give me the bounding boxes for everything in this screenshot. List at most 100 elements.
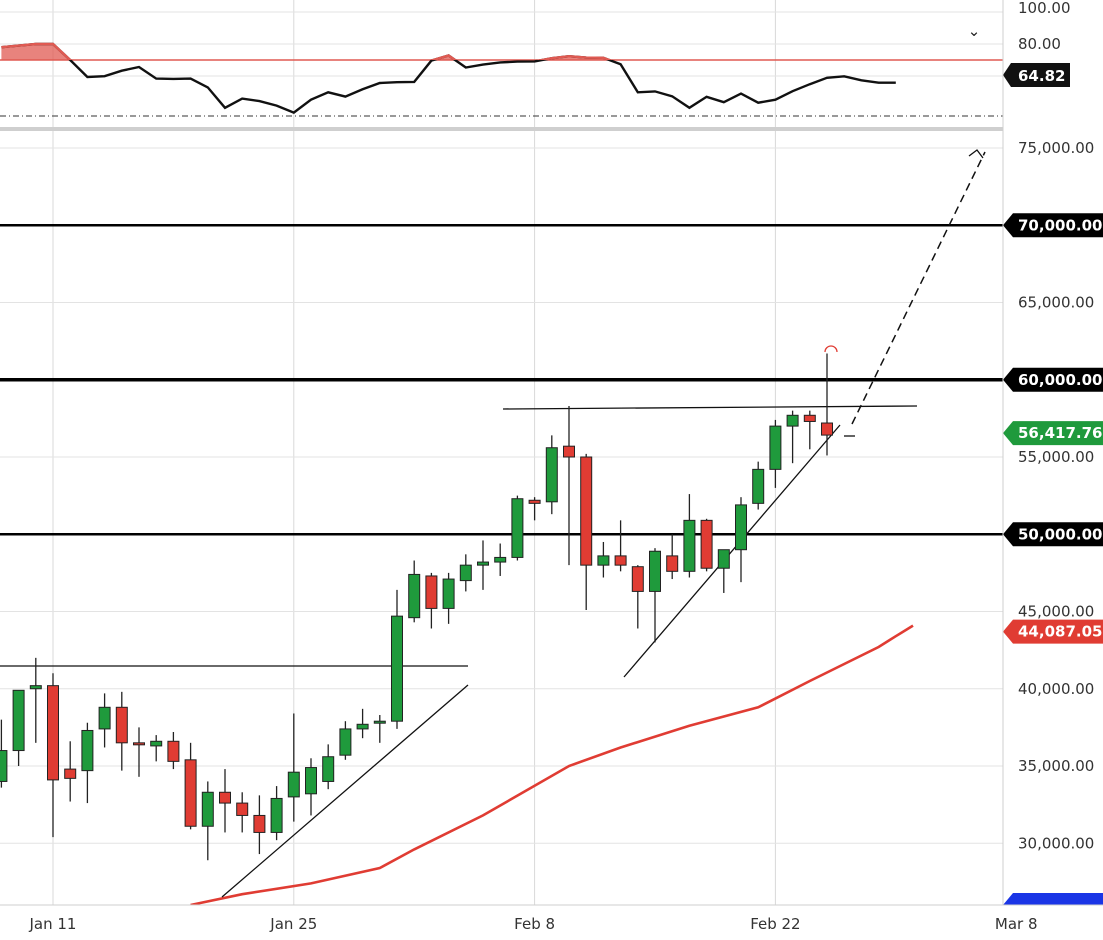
- candle-body-up: [442, 578, 455, 609]
- candle-body-down: [47, 685, 59, 781]
- candle-body-up: [150, 740, 163, 747]
- candle: [580, 453, 593, 610]
- moving-average-badge-label: 44,087.05: [1018, 623, 1102, 641]
- candle: [133, 727, 145, 777]
- price-tick-label: 45,000.00: [1018, 603, 1094, 621]
- candle-body-down: [133, 742, 145, 746]
- moving-average-line: [190, 624, 914, 907]
- candle: [494, 543, 507, 576]
- level-badge-50000-label: 50,000.00: [1018, 525, 1102, 543]
- candle-body-up: [201, 791, 214, 827]
- candle-body-down: [167, 740, 180, 762]
- candle: [735, 497, 747, 583]
- wick-marker-icon: [824, 345, 838, 353]
- level-badge-50000: [1003, 522, 1103, 547]
- candle: [563, 406, 575, 566]
- candle: [47, 673, 59, 838]
- candle-body-down: [184, 759, 197, 827]
- candle-body-down: [563, 445, 575, 458]
- candle-body-up: [305, 767, 317, 795]
- candle: [115, 691, 128, 771]
- candle-body-up: [511, 498, 524, 558]
- osc-value-label: 64.82: [1018, 67, 1065, 85]
- resistance-line-2: [502, 405, 918, 410]
- candle: [408, 560, 421, 623]
- candle: [821, 353, 833, 456]
- candle: [270, 786, 283, 841]
- moving-average-badge: [1003, 619, 1103, 644]
- level-badge-60000: [1003, 367, 1103, 392]
- candle: [803, 410, 816, 450]
- candle-body-up: [322, 756, 335, 782]
- candle: [786, 410, 799, 464]
- osc-line-overbought: [1, 42, 613, 60]
- candle-body-up: [356, 723, 369, 730]
- candle-body-down: [236, 802, 249, 816]
- candle-body-up: [459, 564, 472, 582]
- candle: [29, 657, 42, 743]
- price-tick-label: 55,000.00: [1018, 448, 1094, 466]
- x-tick-label: Feb 8: [514, 915, 555, 933]
- candle-body-down: [631, 566, 644, 592]
- candle: [373, 715, 386, 743]
- candle-body-up: [98, 706, 111, 730]
- candle: [167, 732, 180, 770]
- candle-body-down: [580, 456, 593, 566]
- price-tick-label: 65,000.00: [1018, 294, 1094, 312]
- candle: [442, 572, 455, 624]
- candle-body-up: [717, 549, 730, 569]
- x-tick-label: Mar 8: [995, 915, 1038, 933]
- candle-body-up: [287, 771, 300, 798]
- x-axis-background: [0, 905, 1103, 940]
- candle-body-down: [115, 706, 128, 744]
- candle: [614, 520, 627, 572]
- candle: [545, 435, 558, 515]
- candle: [769, 419, 782, 488]
- candle-body-down: [700, 519, 713, 569]
- price-tick-label: 35,000.00: [1018, 757, 1094, 775]
- candle: [236, 792, 249, 833]
- candle-body-down: [219, 791, 231, 804]
- candle-body-up: [408, 573, 421, 619]
- candle-body-up: [270, 797, 283, 833]
- bottom-badge: [1003, 893, 1103, 905]
- candle: [184, 742, 197, 830]
- price-tick-label: 75,000.00: [1018, 139, 1094, 157]
- candle-body-up: [545, 447, 558, 503]
- candle: [459, 554, 472, 592]
- projection-arrow-icon: [968, 149, 984, 159]
- level-badge-60000-label: 60,000.00: [1018, 371, 1102, 389]
- chevron-down-icon[interactable]: ⌄: [967, 23, 981, 40]
- candle: [339, 721, 352, 760]
- candle-body-up: [12, 689, 25, 752]
- candle-body-up: [373, 720, 386, 724]
- candle: [717, 549, 730, 593]
- candle-body-down: [821, 422, 833, 436]
- x-tick-label: Feb 22: [750, 915, 800, 933]
- candle: [649, 548, 661, 643]
- candle: [752, 461, 765, 510]
- candle-body-down: [425, 575, 438, 609]
- candle-body-up: [786, 414, 799, 427]
- candle-body-down: [253, 814, 266, 833]
- x-tick-label: Jan 11: [29, 915, 77, 933]
- candle-body-up: [29, 685, 42, 690]
- candle: [0, 719, 8, 788]
- osc-value-badge: [1003, 63, 1070, 87]
- candle-body-up: [0, 750, 8, 782]
- candle-body-down: [666, 555, 679, 572]
- price-tick-label: 40,000.00: [1018, 680, 1094, 698]
- candle: [12, 689, 25, 766]
- candle: [287, 713, 300, 822]
- candle-body-up: [81, 729, 94, 772]
- candle-body-down: [64, 768, 77, 779]
- candle-body-down: [803, 414, 816, 422]
- candle: [528, 497, 541, 521]
- trendline-1: [221, 684, 469, 898]
- candle: [511, 495, 524, 561]
- candle-body-down: [614, 555, 627, 566]
- candle-body-up: [735, 504, 747, 551]
- trendline-2: [623, 424, 841, 678]
- level-badge-70000-label: 70,000.00: [1018, 216, 1102, 234]
